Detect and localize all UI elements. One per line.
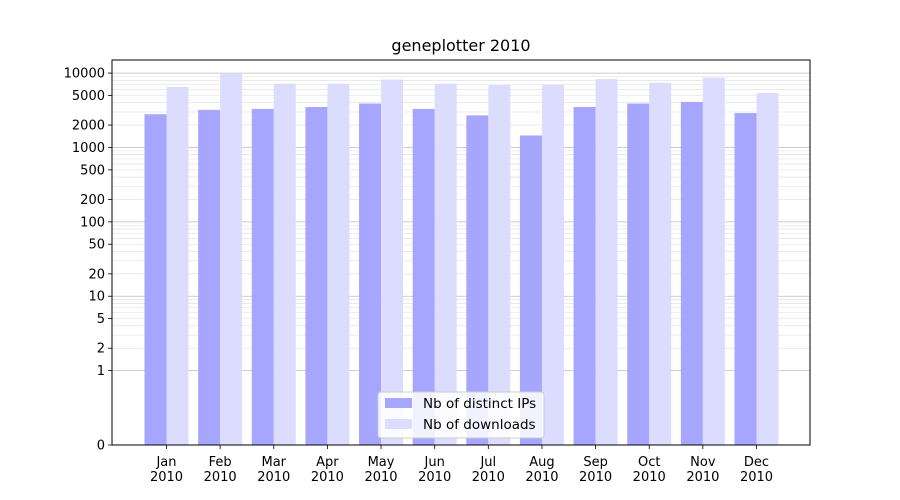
x-tick-month: Feb <box>209 455 232 470</box>
x-tick-year: 2010 <box>579 470 612 485</box>
bar-downloads <box>434 83 457 446</box>
x-tick-label: Jan 2010 <box>150 455 183 485</box>
x-tick-month: Nov <box>690 455 716 470</box>
bar-downloads <box>327 83 350 446</box>
bar-downloads <box>756 93 779 446</box>
bar-downloads <box>541 84 564 446</box>
y-tick-label: 100 <box>80 215 105 230</box>
bar-distinct-ips <box>680 101 703 446</box>
bar-downloads <box>649 82 672 446</box>
y-tick-label: 5000 <box>72 89 105 104</box>
y-tick-label: 500 <box>80 163 105 178</box>
y-tick-label: 20 <box>88 267 105 282</box>
bar-distinct-ips <box>466 115 489 446</box>
y-tick-label: 2 <box>97 342 105 357</box>
legend-swatch <box>385 419 412 429</box>
x-tick-label: Nov 2010 <box>686 455 719 485</box>
bar-downloads <box>381 79 404 446</box>
plot-frame <box>111 59 811 446</box>
x-tick-year: 2010 <box>150 470 183 485</box>
x-tick-label: Oct 2010 <box>633 455 666 485</box>
y-tick-label: 5 <box>97 312 105 327</box>
x-tick-month: Jun <box>424 455 445 470</box>
x-tick-year: 2010 <box>525 470 558 485</box>
y-tick-label: 10000 <box>64 67 105 82</box>
x-tick-year: 2010 <box>311 470 344 485</box>
legend-label: Nb of distinct IPs <box>423 396 536 412</box>
bar-downloads <box>702 77 725 446</box>
legend-swatch <box>385 398 412 408</box>
bar-distinct-ips <box>734 113 757 445</box>
x-tick-year: 2010 <box>633 470 666 485</box>
x-tick-label: Sep 2010 <box>579 455 612 485</box>
x-tick-year: 2010 <box>418 470 451 485</box>
x-tick-year: 2010 <box>364 470 397 485</box>
y-tick-label: 1 <box>97 364 105 379</box>
y-tick-label: 0 <box>97 439 105 454</box>
y-tick-label: 200 <box>80 193 105 208</box>
bar-downloads <box>220 73 243 445</box>
bar-distinct-ips <box>198 109 221 446</box>
y-tick-label: 50 <box>88 238 105 253</box>
x-tick-label: Mar 2010 <box>257 455 290 485</box>
x-tick-month: Dec <box>744 455 769 470</box>
x-tick-year: 2010 <box>204 470 237 485</box>
bar-downloads <box>273 83 296 446</box>
x-tick-month: Apr <box>316 455 339 470</box>
bar-distinct-ips <box>627 103 650 445</box>
x-tick-label: Aug 2010 <box>525 455 558 485</box>
x-tick-label: Jul 2010 <box>472 455 505 485</box>
bar-distinct-ips <box>305 107 328 446</box>
bar-downloads <box>595 79 618 445</box>
legend: Nb of distinct IPs Nb of downloads <box>377 391 545 439</box>
x-tick-month: Jul <box>479 455 496 470</box>
x-tick-month: Aug <box>529 455 554 470</box>
x-tick-year: 2010 <box>472 470 505 485</box>
y-tick-label: 10 <box>88 290 105 305</box>
bar-distinct-ips <box>573 107 596 446</box>
x-tick-month: Sep <box>583 455 608 470</box>
x-tick-label: Apr 2010 <box>311 455 344 485</box>
x-tick-year: 2010 <box>257 470 290 485</box>
x-tick-label: Feb 2010 <box>204 455 237 485</box>
x-tick-month: Mar <box>262 455 287 470</box>
bar-distinct-ips <box>412 108 435 446</box>
x-tick-year: 2010 <box>686 470 719 485</box>
y-tick-label: 2000 <box>72 119 105 134</box>
x-tick-label: May 2010 <box>364 455 397 485</box>
legend-label: Nb of downloads <box>423 417 536 433</box>
bar-distinct-ips <box>144 114 167 445</box>
bar-downloads <box>166 87 189 445</box>
x-tick-month: Oct <box>638 455 660 470</box>
chart-title: geneplotter 2010 <box>391 36 530 55</box>
x-tick-label: Dec 2010 <box>740 455 773 485</box>
bar-distinct-ips <box>519 135 542 445</box>
bar-distinct-ips <box>251 108 274 446</box>
bar-distinct-ips <box>359 103 382 445</box>
y-tick-label: 1000 <box>72 141 105 156</box>
x-tick-month: May <box>368 455 395 470</box>
y-axis: 0 1 2 5 10 20 50 100 200 500 1000 2000 5000 10000 <box>64 67 112 454</box>
x-tick-month: Jan <box>155 455 176 470</box>
x-tick-label: Jun 2010 <box>418 455 451 485</box>
bar-downloads <box>488 85 511 445</box>
legend-box <box>377 391 545 439</box>
x-tick-year: 2010 <box>740 470 773 485</box>
bars <box>144 73 779 446</box>
